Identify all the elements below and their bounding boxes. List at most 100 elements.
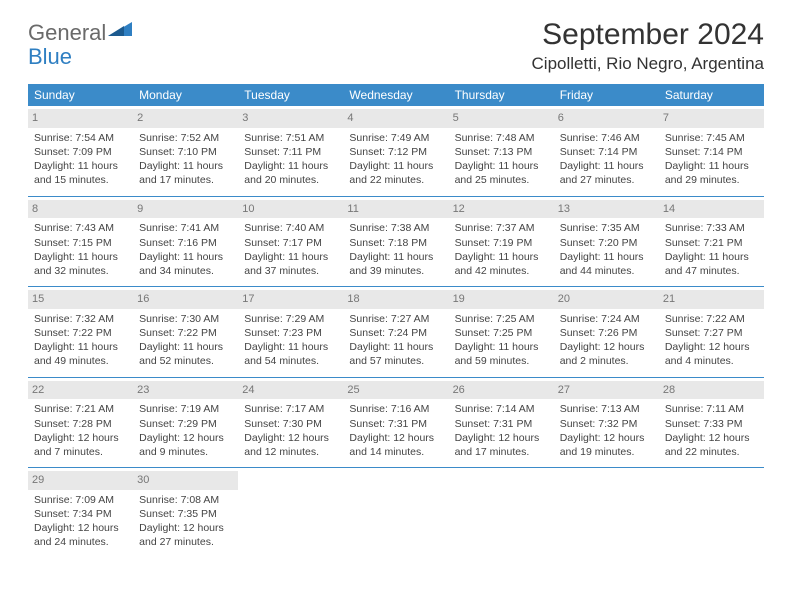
day-day2: and 25 minutes. — [455, 173, 548, 187]
day-day2: and 59 minutes. — [455, 354, 548, 368]
day-day1: Daylight: 12 hours — [560, 340, 653, 354]
day-cell: 5Sunrise: 7:48 AMSunset: 7:13 PMDaylight… — [449, 106, 554, 196]
day-day1: Daylight: 11 hours — [139, 159, 232, 173]
day-day1: Daylight: 11 hours — [560, 159, 653, 173]
day-day2: and 4 minutes. — [665, 354, 758, 368]
day-sunrise: Sunrise: 7:24 AM — [560, 312, 653, 326]
day-cell: 24Sunrise: 7:17 AMSunset: 7:30 PMDayligh… — [238, 377, 343, 468]
day-sunset: Sunset: 7:26 PM — [560, 326, 653, 340]
day-number: 18 — [343, 290, 448, 309]
day-sunrise: Sunrise: 7:33 AM — [665, 221, 758, 235]
day-sunset: Sunset: 7:24 PM — [349, 326, 442, 340]
day-day2: and 27 minutes. — [560, 173, 653, 187]
day-cell: 21Sunrise: 7:22 AMSunset: 7:27 PMDayligh… — [659, 287, 764, 378]
day-number: 5 — [449, 109, 554, 128]
day-sunset: Sunset: 7:19 PM — [455, 236, 548, 250]
day-sunrise: Sunrise: 7:27 AM — [349, 312, 442, 326]
day-cell: 14Sunrise: 7:33 AMSunset: 7:21 PMDayligh… — [659, 196, 764, 287]
day-day2: and 32 minutes. — [34, 264, 127, 278]
day-sunrise: Sunrise: 7:32 AM — [34, 312, 127, 326]
day-day2: and 17 minutes. — [455, 445, 548, 459]
page-title: September 2024 — [532, 18, 764, 52]
day-day1: Daylight: 11 hours — [665, 159, 758, 173]
day-sunrise: Sunrise: 7:14 AM — [455, 402, 548, 416]
day-cell: 16Sunrise: 7:30 AMSunset: 7:22 PMDayligh… — [133, 287, 238, 378]
day-sunset: Sunset: 7:31 PM — [455, 417, 548, 431]
day-number: 23 — [133, 381, 238, 400]
day-sunrise: Sunrise: 7:13 AM — [560, 402, 653, 416]
logo-blue: Blue — [28, 44, 72, 69]
day-sunrise: Sunrise: 7:11 AM — [665, 402, 758, 416]
calendar-table: Sunday Monday Tuesday Wednesday Thursday… — [28, 84, 764, 558]
calendar-week-row: 29Sunrise: 7:09 AMSunset: 7:34 PMDayligh… — [28, 468, 764, 558]
day-sunset: Sunset: 7:10 PM — [139, 145, 232, 159]
day-sunset: Sunset: 7:27 PM — [665, 326, 758, 340]
day-number: 10 — [238, 200, 343, 219]
day-day2: and 44 minutes. — [560, 264, 653, 278]
day-cell: 28Sunrise: 7:11 AMSunset: 7:33 PMDayligh… — [659, 377, 764, 468]
day-cell: 26 Sunrise: 7:14 AMSunset: 7:31 PMDayligh… — [449, 377, 554, 468]
calendar-week-row: 22Sunrise: 7:21 AMSunset: 7:28 PMDayligh… — [28, 377, 764, 468]
day-cell: 20 Sunrise: 7:24 AMSunset: 7:26 PMDayligh… — [554, 287, 659, 378]
weekday-friday: Friday — [554, 84, 659, 106]
day-number: 30 — [133, 471, 238, 490]
calendar-week-row: 1Sunrise: 7:54 AMSunset: 7:09 PMDaylight… — [28, 106, 764, 196]
day-day1: Daylight: 12 hours — [34, 521, 127, 535]
day-day2: and 29 minutes. — [665, 173, 758, 187]
day-cell: 9Sunrise: 7:41 AMSunset: 7:16 PMDaylight… — [133, 196, 238, 287]
day-day2: and 14 minutes. — [349, 445, 442, 459]
day-sunrise: Sunrise: 7:29 AM — [244, 312, 337, 326]
day-cell: 12Sunrise: 7:37 AMSunset: 7:19 PMDayligh… — [449, 196, 554, 287]
day-sunrise: Sunrise: 7:52 AM — [139, 131, 232, 145]
day-cell: 18 Sunrise: 7:27 AMSunset: 7:24 PMDayligh… — [343, 287, 448, 378]
day-sunrise: Sunrise: 7:40 AM — [244, 221, 337, 235]
day-day2: and 27 minutes. — [139, 535, 232, 549]
day-number: 15 — [28, 290, 133, 309]
day-sunset: Sunset: 7:33 PM — [665, 417, 758, 431]
day-number: 12 — [449, 200, 554, 219]
day-sunrise: Sunrise: 7:37 AM — [455, 221, 548, 235]
day-sunrise: Sunrise: 7:35 AM — [560, 221, 653, 235]
day-sunset: Sunset: 7:29 PM — [139, 417, 232, 431]
day-number: 26 — [449, 381, 554, 400]
day-day1: Daylight: 12 hours — [455, 431, 548, 445]
day-number: 11 — [343, 200, 448, 219]
weekday-tuesday: Tuesday — [238, 84, 343, 106]
day-cell: 22Sunrise: 7:21 AMSunset: 7:28 PMDayligh… — [28, 377, 133, 468]
day-number: 9 — [133, 200, 238, 219]
day-day1: Daylight: 11 hours — [560, 250, 653, 264]
day-sunset: Sunset: 7:23 PM — [244, 326, 337, 340]
day-day1: Daylight: 11 hours — [139, 250, 232, 264]
day-day1: Daylight: 12 hours — [139, 521, 232, 535]
day-number: 13 — [554, 200, 659, 219]
day-sunrise: Sunrise: 7:30 AM — [139, 312, 232, 326]
day-day2: and 22 minutes. — [665, 445, 758, 459]
day-number: 7 — [659, 109, 764, 128]
day-day1: Daylight: 12 hours — [34, 431, 127, 445]
day-number: 28 — [659, 381, 764, 400]
day-day1: Daylight: 12 hours — [139, 431, 232, 445]
day-number: 21 — [659, 290, 764, 309]
day-day2: and 22 minutes. — [349, 173, 442, 187]
day-sunrise: Sunrise: 7:46 AM — [560, 131, 653, 145]
day-day2: and 34 minutes. — [139, 264, 232, 278]
day-number: 14 — [659, 200, 764, 219]
day-cell: 7Sunrise: 7:45 AMSunset: 7:14 PMDaylight… — [659, 106, 764, 196]
day-number: 16 — [133, 290, 238, 309]
day-cell: 11Sunrise: 7:38 AMSunset: 7:18 PMDayligh… — [343, 196, 448, 287]
day-number: 20 — [554, 290, 659, 309]
logo-triangle-icon — [106, 18, 134, 40]
day-number: 24 — [238, 381, 343, 400]
day-sunset: Sunset: 7:14 PM — [665, 145, 758, 159]
day-sunset: Sunset: 7:31 PM — [349, 417, 442, 431]
empty-day-cell — [659, 468, 764, 558]
day-sunrise: Sunrise: 7:21 AM — [34, 402, 127, 416]
day-number: 19 — [449, 290, 554, 309]
day-sunset: Sunset: 7:22 PM — [34, 326, 127, 340]
day-cell: 25Sunrise: 7:16 AMSunset: 7:31 PMDayligh… — [343, 377, 448, 468]
day-day1: Daylight: 11 hours — [34, 250, 127, 264]
day-day1: Daylight: 11 hours — [349, 340, 442, 354]
day-sunset: Sunset: 7:21 PM — [665, 236, 758, 250]
day-day2: and 24 minutes. — [34, 535, 127, 549]
day-sunset: Sunset: 7:11 PM — [244, 145, 337, 159]
